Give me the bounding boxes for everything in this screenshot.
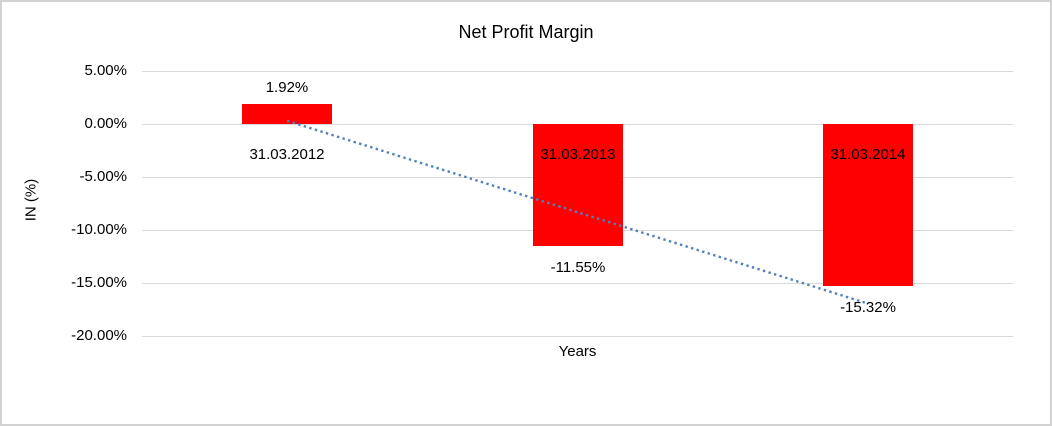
category-label: 31.03.2014 [830,146,906,163]
bar-31.03.2013 [533,124,623,246]
y-tick-label: -10.00% [71,221,127,238]
gridline [142,71,1013,72]
y-tick-label: -20.00% [71,327,127,344]
y-tick-label: -5.00% [79,168,127,185]
data-label: 1.92% [265,79,309,96]
data-label: -11.55% [550,259,606,276]
category-label: 31.03.2013 [540,146,616,163]
y-tick-label: 0.00% [84,115,127,132]
y-tick-label: 5.00% [84,62,127,79]
y-tick-label: -15.00% [71,274,127,291]
bar-31.03.2012 [242,104,332,124]
data-label: -15.32% [840,299,896,316]
category-label: 31.03.2012 [249,146,325,163]
x-axis-title: Years [558,343,597,360]
gridline [142,336,1013,337]
chart-title: Net Profit Margin [458,22,594,42]
